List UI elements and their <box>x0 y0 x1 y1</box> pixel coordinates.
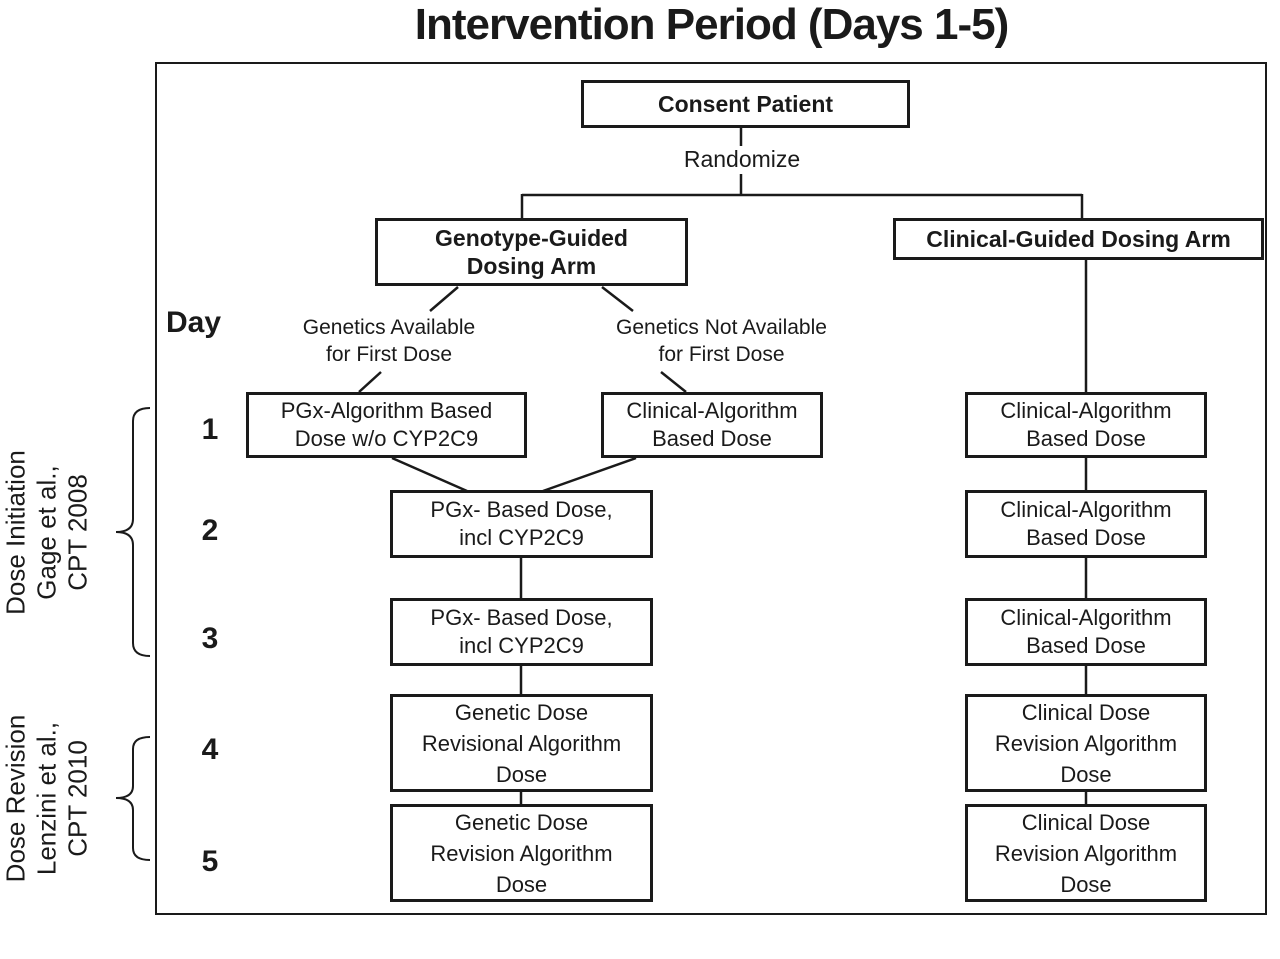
day3-clinical-algorithm-box: Clinical-Algorithm Based Dose <box>965 598 1207 666</box>
day4-genetic-revision-box: Genetic Dose Revisional Algorithm Dose <box>390 694 653 792</box>
day-number-4: 4 <box>201 733 219 766</box>
brace-dose-initiation <box>115 407 151 657</box>
day1-clinical-algorithm-box-genotype-arm: Clinical-Algorithm Based Dose <box>601 392 823 458</box>
brace-dose-revision <box>115 736 151 861</box>
dose-revision-annotation: Dose Revision Lenzini et al., CPT 2010 <box>0 714 93 883</box>
day-number-5: 5 <box>201 845 219 878</box>
genetics-available-label: Genetics Available for First Dose <box>302 316 476 366</box>
randomize-label: Randomize <box>683 146 801 172</box>
day2-clinical-algorithm-box: Clinical-Algorithm Based Dose <box>965 490 1207 558</box>
day3-pgx-based-box: PGx- Based Dose, incl CYP2C9 <box>390 598 653 666</box>
day-number-1: 1 <box>201 413 219 446</box>
day4-clinical-revision-box: Clinical Dose Revision Algorithm Dose <box>965 694 1207 792</box>
day5-genetic-revision-box: Genetic Dose Revision Algorithm Dose <box>390 804 653 902</box>
clinical-guided-arm-box: Clinical-Guided Dosing Arm <box>893 218 1264 260</box>
day2-pgx-based-box: PGx- Based Dose, incl CYP2C9 <box>390 490 653 558</box>
figure-page: { "title": "Intervention Period (Days 1-… <box>0 0 1267 915</box>
day-number-2: 2 <box>201 514 219 547</box>
genotype-guided-arm-box: Genotype-Guided Dosing Arm <box>375 218 688 286</box>
consent-patient-box: Consent Patient <box>581 80 910 128</box>
day-header: Day <box>166 306 222 339</box>
day1-pgx-algorithm-box: PGx-Algorithm Based Dose w/o CYP2C9 <box>246 392 527 458</box>
day5-clinical-revision-box: Clinical Dose Revision Algorithm Dose <box>965 804 1207 902</box>
day-number-3: 3 <box>201 622 219 655</box>
day1-clinical-algorithm-box-clinical-arm: Clinical-Algorithm Based Dose <box>965 392 1207 458</box>
figure-title: Intervention Period (Days 1-5) <box>414 0 1009 49</box>
genetics-not-available-label: Genetics Not Available for First Dose <box>616 316 827 366</box>
